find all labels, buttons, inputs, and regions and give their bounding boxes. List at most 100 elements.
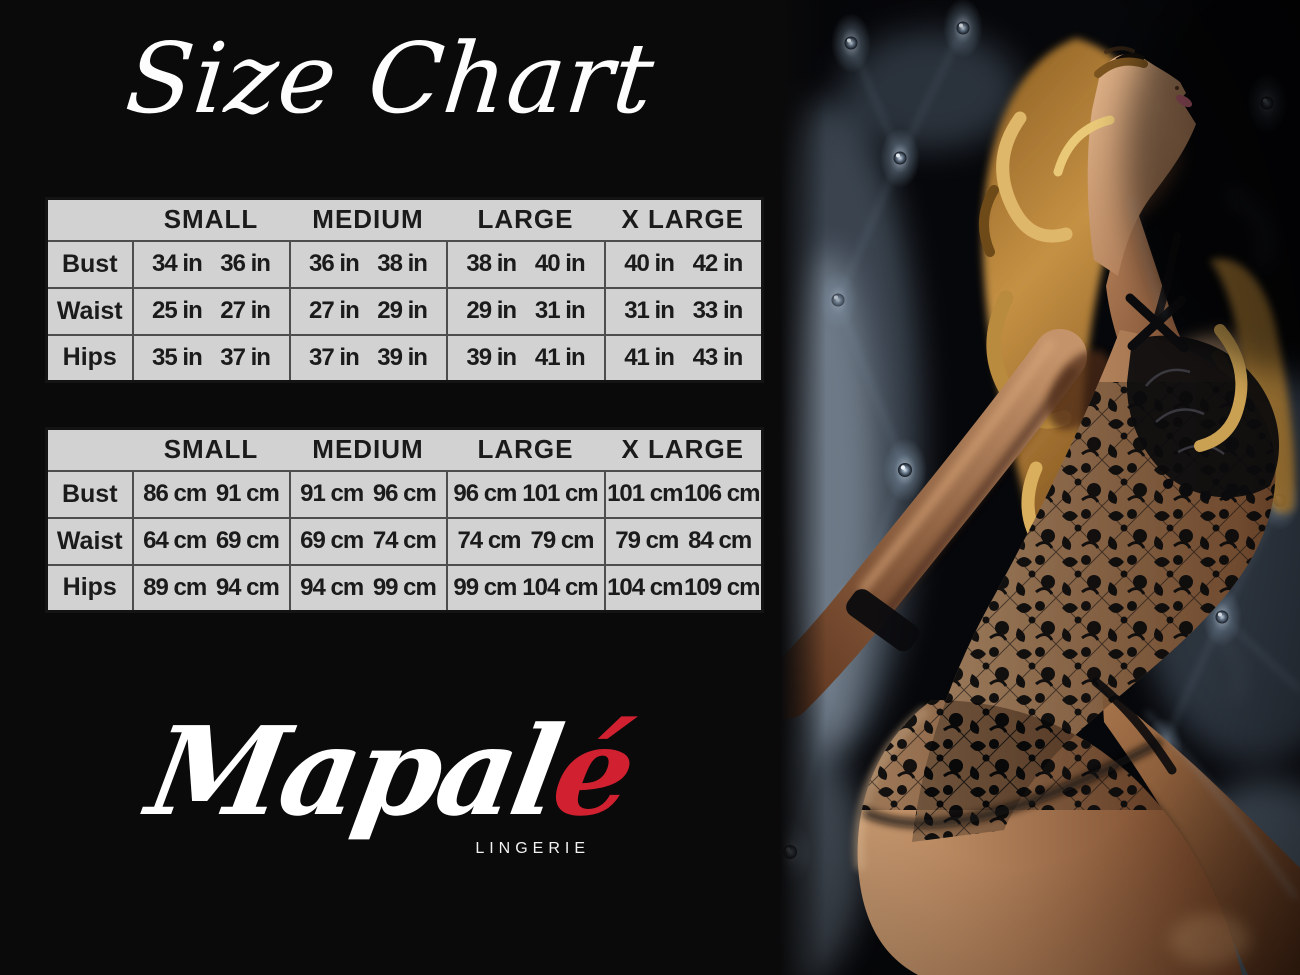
size-value: 106 cm: [684, 480, 760, 507]
size-cell: 40 in 42 in: [603, 239, 764, 289]
size-cell: 101 cm 106 cm: [603, 469, 764, 519]
brand-tagline: LINGERIE: [475, 839, 590, 857]
size-value: 37 in: [220, 343, 271, 371]
size-value: 27 in: [220, 297, 271, 324]
size-cell: 41 in 43 in: [603, 333, 764, 383]
size-cell: 38 in 40 in: [445, 239, 606, 289]
size-value: 99 cm: [372, 573, 437, 601]
size-header-small: SMALL: [132, 198, 290, 242]
size-value: 69 cm: [215, 527, 280, 554]
size-cell: 35 in 37 in: [131, 333, 291, 383]
size-value: 101 cm: [607, 480, 683, 507]
row-label: Hips: [45, 563, 134, 613]
size-cell: 86 cm 91 cm: [131, 469, 291, 519]
brand-logo: Mapalé LINGERIE: [110, 699, 670, 858]
size-cell: 39 in 41 in: [445, 333, 606, 383]
size-value: 42 in: [692, 250, 744, 277]
size-value: 86 cm: [143, 480, 207, 507]
table-row-waist: Waist 25 in 27 in 27 in 29 in 29 in 31 in 3…: [45, 286, 764, 336]
size-value: 99 cm: [453, 573, 517, 601]
row-label: Waist: [45, 286, 134, 336]
row-label: Hips: [45, 333, 134, 383]
table-row-waist: Waist 64 cm 69 cm 69 cm 74 cm 74 cm 79 cm 7…: [45, 516, 764, 566]
size-cell: 79 cm 84 cm: [603, 516, 764, 566]
size-value: 27 in: [309, 297, 360, 324]
table-row-hips: Hips 35 in 37 in 37 in 39 in 39 in 41 in 41…: [45, 333, 764, 383]
size-cell: 94 cm 99 cm: [288, 563, 448, 613]
size-value: 36 in: [220, 250, 271, 277]
size-value: 34 in: [152, 250, 203, 277]
size-cell: 91 cm 96 cm: [288, 469, 448, 519]
size-value: 94 cm: [215, 573, 280, 601]
size-value: 39 in: [466, 343, 517, 371]
size-cell: 96 cm 101 cm: [445, 469, 606, 519]
size-value: 37 in: [309, 343, 360, 371]
size-value: 109 cm: [684, 573, 760, 601]
size-cell: 27 in 29 in: [288, 286, 448, 336]
size-cell: 29 in 31 in: [445, 286, 606, 336]
row-label: Bust: [45, 239, 134, 289]
size-header-large: LARGE: [446, 428, 605, 472]
size-value: 40 in: [534, 250, 586, 277]
size-value: 91 cm: [215, 480, 280, 507]
size-value: 31 in: [534, 297, 586, 324]
size-header-large: LARGE: [446, 198, 605, 242]
size-value: 25 in: [152, 297, 203, 324]
size-value: 89 cm: [143, 573, 207, 601]
size-header-xlarge: X LARGE: [604, 428, 763, 472]
size-value: 38 in: [377, 250, 428, 277]
size-value: 40 in: [624, 250, 675, 277]
size-header-medium: MEDIUM: [289, 428, 447, 472]
size-value: 84 cm: [688, 527, 752, 554]
size-value: 41 in: [534, 343, 586, 371]
size-table-inches: SMALL MEDIUM LARGE X LARGE Bust 34 in 36 …: [45, 197, 764, 383]
size-value: 35 in: [152, 343, 203, 371]
page-title-text: Size Chart: [120, 22, 660, 135]
corner-cell: [46, 428, 133, 472]
row-label: Waist: [45, 516, 134, 566]
table-row-bust: Bust 86 cm 91 cm 91 cm 96 cm 96 cm 101 cm 1…: [45, 469, 764, 519]
size-cell: 34 in 36 in: [131, 239, 291, 289]
brand-wordmark-main: Mapal: [138, 699, 569, 843]
size-value: 36 in: [309, 250, 360, 277]
size-value: 39 in: [377, 343, 428, 371]
size-value: 29 in: [377, 297, 428, 324]
size-value: 91 cm: [300, 480, 364, 507]
size-header-xlarge: X LARGE: [604, 198, 763, 242]
size-header-medium: MEDIUM: [289, 198, 447, 242]
size-cell: 99 cm 104 cm: [445, 563, 606, 613]
size-cell: 25 in 27 in: [131, 286, 291, 336]
size-value: 74 cm: [457, 527, 521, 554]
size-cell: 64 cm 69 cm: [131, 516, 291, 566]
size-cell: 89 cm 94 cm: [131, 563, 291, 613]
size-value: 74 cm: [372, 527, 437, 554]
header-row: SMALL MEDIUM LARGE X LARGE: [46, 428, 763, 472]
row-label: Bust: [45, 469, 134, 519]
size-cell: 74 cm 79 cm: [445, 516, 606, 566]
size-value: 79 cm: [615, 527, 679, 554]
size-value: 104 cm: [607, 573, 683, 601]
size-cell: 37 in 39 in: [288, 333, 448, 383]
size-header-small: SMALL: [132, 428, 290, 472]
size-value: 69 cm: [300, 527, 364, 554]
size-table-centimeters: SMALL MEDIUM LARGE X LARGE Bust 86 cm 91 …: [45, 427, 764, 613]
size-value: 43 in: [692, 343, 744, 371]
size-cell: 31 in 33 in: [603, 286, 764, 336]
size-value: 101 cm: [522, 480, 598, 507]
size-cell: 69 cm 74 cm: [288, 516, 448, 566]
table-row-hips: Hips 89 cm 94 cm 94 cm 99 cm 99 cm 104 cm 1…: [45, 563, 764, 613]
size-value: 96 cm: [453, 480, 517, 507]
size-value: 94 cm: [300, 573, 364, 601]
size-value: 96 cm: [372, 480, 437, 507]
size-value: 31 in: [624, 297, 675, 324]
size-value: 79 cm: [530, 527, 594, 554]
page-title: Size Chart: [0, 14, 780, 145]
size-value: 41 in: [624, 343, 675, 371]
size-value: 64 cm: [143, 527, 207, 554]
corner-cell: [46, 198, 133, 242]
brand-wordmark: Mapalé: [138, 699, 642, 843]
table-row-bust: Bust 34 in 36 in 36 in 38 in 38 in 40 in 40…: [45, 239, 764, 289]
size-value: 104 cm: [522, 573, 598, 601]
size-value: 29 in: [466, 297, 517, 324]
